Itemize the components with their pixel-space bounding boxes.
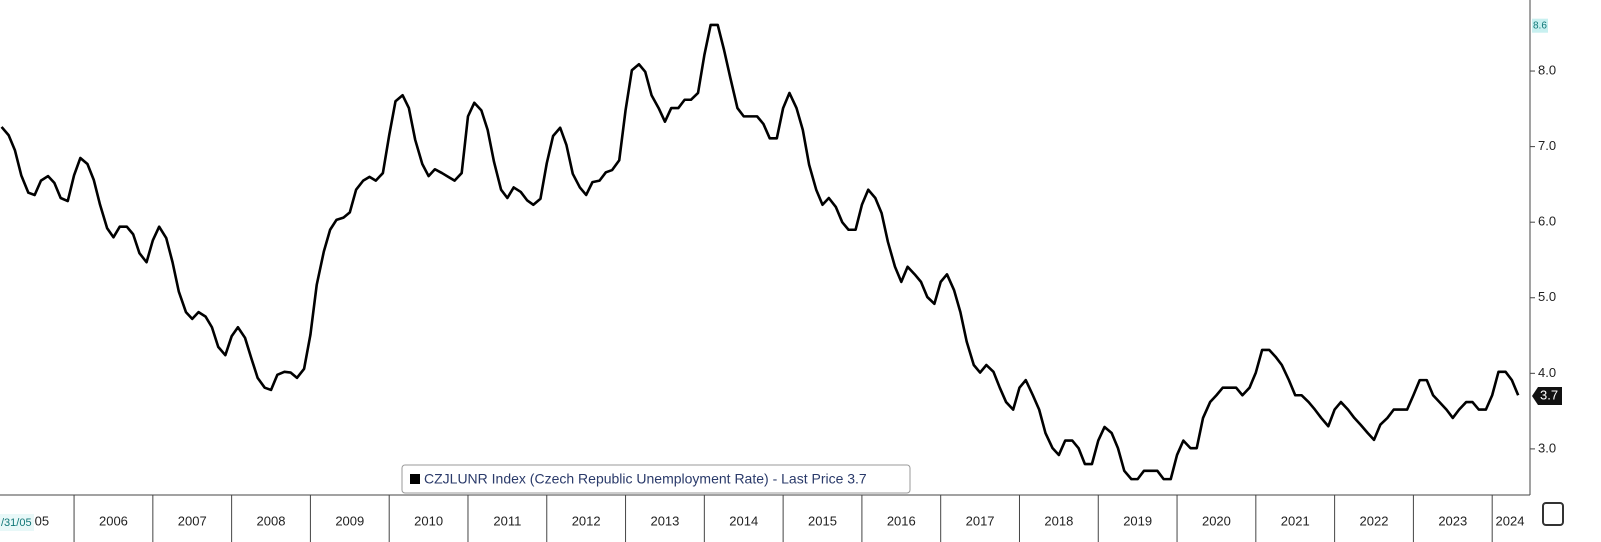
x-tick-label: 2014	[729, 513, 758, 528]
x-tick-label: 2024	[1496, 513, 1525, 528]
x-tick-label: 2007	[178, 513, 207, 528]
y-tick-label: 5.0	[1538, 289, 1556, 304]
legend-box	[401, 464, 911, 494]
x-tick-label: 2020	[1202, 513, 1231, 528]
x-tick-label: 2015	[808, 513, 837, 528]
last-price-box	[1532, 387, 1562, 405]
legend-label: CZJLUNR Index (Czech Republic Unemployme…	[424, 471, 867, 487]
y-tick-label: 7.0	[1538, 138, 1556, 153]
x-tick-label: 2018	[1044, 513, 1073, 528]
x-tick-label: 2008	[257, 513, 286, 528]
x-tick-label: 2010	[414, 513, 443, 528]
x-tick-label: 2019	[1123, 513, 1152, 528]
x-tick-label: 2009	[335, 513, 364, 528]
date-fragment: /31/05	[1, 517, 32, 529]
x-tick-label: 2011	[493, 513, 521, 528]
x-tick-label: 2012	[572, 513, 601, 528]
date-fragment-bg	[0, 514, 34, 531]
y-tick-label: 6.0	[1538, 214, 1556, 229]
y-tick-label: 4.0	[1538, 365, 1556, 380]
max-label: 8.6	[1533, 20, 1547, 31]
last-price-label: 3.7	[1540, 387, 1558, 402]
legend-swatch	[410, 474, 420, 484]
x-tick-label: 2017	[966, 513, 995, 528]
x-tick-label: 2016	[887, 513, 916, 528]
x-tick-label: 2022	[1360, 513, 1389, 528]
data-line	[0, 23, 1520, 481]
max-label-bg	[1532, 18, 1548, 33]
x-tick-label: 2021	[1281, 513, 1310, 528]
x-tick-label: 2006	[99, 513, 128, 528]
x-tick-label: 2023	[1438, 513, 1467, 528]
x-tick-label: 2013	[650, 513, 679, 528]
corner-icon[interactable]	[1542, 502, 1564, 526]
y-tick-label: 3.0	[1538, 440, 1556, 455]
y-tick-label: 8.0	[1538, 62, 1556, 77]
